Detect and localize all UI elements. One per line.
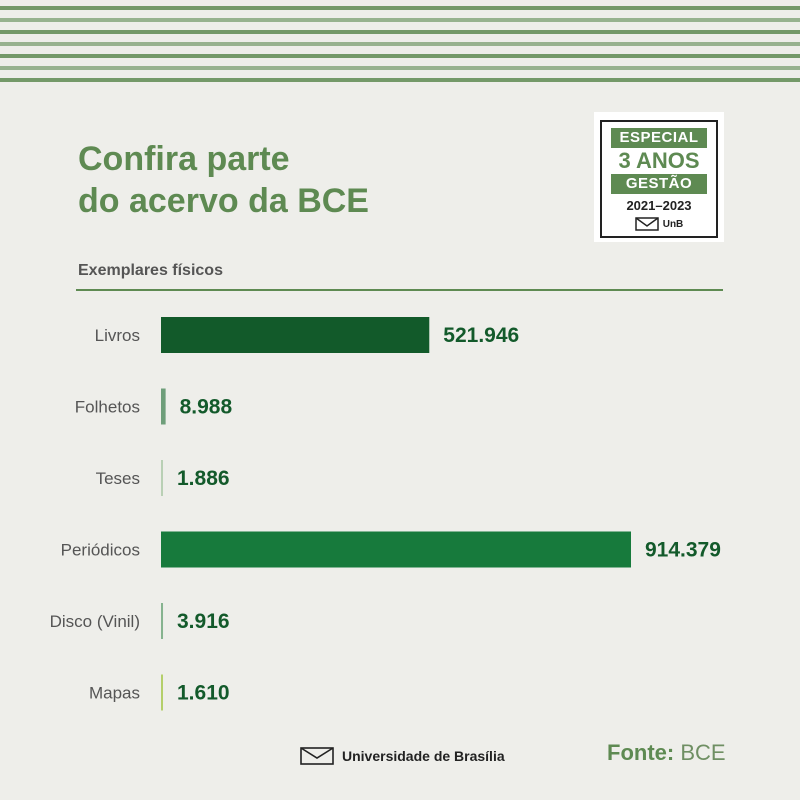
badge-frame: ESPECIAL 3 ANOS GESTÃO 2021–2023 UnB	[600, 120, 718, 238]
stripe-line	[0, 78, 800, 82]
badge-unb-logo: UnB	[634, 217, 684, 231]
stripe-line	[0, 30, 800, 34]
value-label: 1.610	[177, 682, 230, 705]
value-label: 3.916	[177, 610, 230, 633]
value-label: 8.988	[180, 396, 233, 419]
stripe-line	[0, 42, 800, 46]
value-label: 521.946	[443, 324, 519, 347]
stripe-line	[0, 66, 800, 70]
category-label: Folhetos	[75, 398, 140, 417]
category-label: Teses	[96, 469, 140, 488]
decorative-stripes	[0, 0, 800, 90]
badge-logo-text: UnB	[662, 218, 684, 230]
bar	[161, 531, 631, 568]
badge-anos: 3 ANOS	[618, 148, 700, 173]
page-title: Confira parte do acervo da BCE	[78, 138, 369, 222]
category-label: Mapas	[89, 684, 140, 703]
category-label: Livros	[95, 326, 140, 345]
bar	[161, 674, 163, 711]
chart-subtitle: Exemplares físicos	[78, 262, 223, 279]
subtitle-divider	[76, 289, 723, 291]
title-line-2: do acervo da BCE	[78, 182, 369, 220]
footer-university-name: Universidade de Brasília	[342, 748, 505, 764]
source-label: Fonte:	[607, 740, 675, 765]
bar	[161, 317, 430, 353]
unb-logo-icon	[634, 217, 659, 231]
badge-especial: ESPECIAL	[611, 128, 707, 148]
bar	[161, 460, 163, 496]
title-line-1: Confira parte	[78, 140, 290, 178]
badge-gestao: GESTÃO	[611, 174, 707, 194]
footer-university-logo: Universidade de Brasília	[300, 746, 505, 766]
value-label: 1.886	[177, 467, 230, 490]
category-label: Periódicos	[61, 541, 140, 560]
badge-years: 2021–2023	[626, 198, 692, 213]
stripe-line	[0, 6, 800, 10]
special-badge: ESPECIAL 3 ANOS GESTÃO 2021–2023 UnB	[594, 112, 724, 242]
value-label: 914.379	[645, 539, 721, 562]
bar	[161, 388, 166, 425]
bar	[161, 603, 164, 639]
stripe-line	[0, 18, 800, 22]
bar-chart: Livros 521.946 Folhetos 8.988 Teses 1.886 Peri…	[50, 317, 721, 711]
source-value: BCE	[680, 740, 726, 765]
category-label: Disco (Vinil)	[50, 612, 140, 631]
stripe-line	[0, 54, 800, 58]
source-note: Fonte: BCE	[607, 740, 726, 766]
unb-envelope-icon	[300, 747, 334, 765]
